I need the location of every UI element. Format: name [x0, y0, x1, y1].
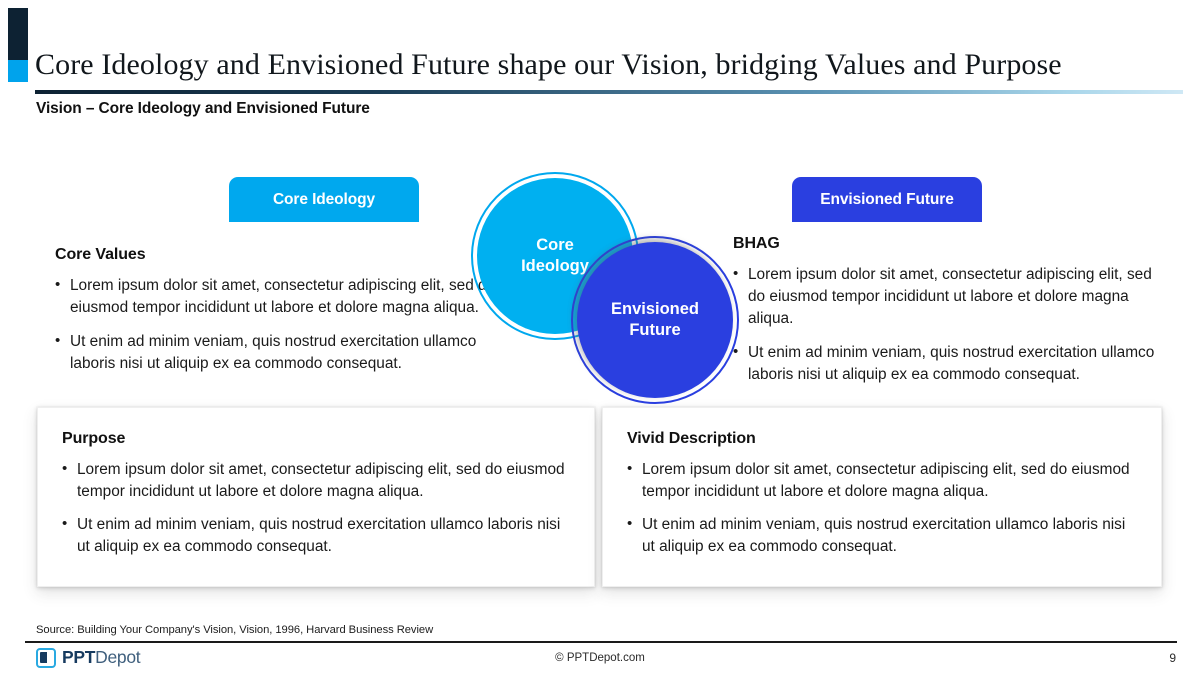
list-item: Lorem ipsum dolor sit amet, consectetur …	[733, 263, 1163, 330]
list-item: Ut enim ad minim veniam, quis nostrud ex…	[733, 341, 1163, 386]
vivid-description-heading: Vivid Description	[627, 430, 756, 447]
pptdepot-logo-text: PPTDepot	[62, 647, 141, 668]
header-accent-bar-cyan	[8, 60, 28, 82]
list-item: Lorem ipsum dolor sit amet, consectetur …	[62, 458, 570, 503]
pptdepot-logo-icon	[36, 647, 56, 668]
page-title: Core Ideology and Envisioned Future shap…	[35, 48, 1062, 81]
logo-text-bold: PPT	[62, 647, 96, 667]
source-note: Source: Building Your Company's Vision, …	[36, 624, 434, 636]
envisioned-future-circle-line2: Future	[629, 321, 681, 339]
label-envisioned-future: Envisioned Future	[792, 177, 982, 222]
list-item: Lorem ipsum dolor sit amet, consectetur …	[55, 274, 525, 319]
list-item: Ut enim ad minim veniam, quis nostrud ex…	[627, 513, 1137, 558]
core-ideology-circle-line1: Core	[536, 235, 574, 254]
core-values-list: Lorem ipsum dolor sit amet, consectetur …	[55, 274, 525, 375]
page-number: 9	[1169, 651, 1176, 665]
envisioned-future-circle-line1: Envisioned	[610, 299, 700, 318]
purpose-list: Lorem ipsum dolor sit amet, consectetur …	[62, 458, 570, 558]
section-bhag: BHAG Lorem ipsum dolor sit amet, consect…	[733, 235, 1163, 386]
card-purpose: Purpose Lorem ipsum dolor sit amet, cons…	[37, 407, 595, 587]
logo-text-normal: Depot	[95, 647, 141, 667]
core-ideology-circle-line2: Ideology	[521, 257, 589, 275]
bhag-heading: BHAG	[733, 235, 780, 252]
list-item: Ut enim ad minim veniam, quis nostrud ex…	[62, 513, 570, 558]
core-values-heading: Core Values	[55, 246, 146, 263]
copyright-text: © PPTDepot.com	[555, 652, 645, 664]
card-purpose-content: Purpose Lorem ipsum dolor sit amet, cons…	[38, 408, 594, 558]
list-item: Lorem ipsum dolor sit amet, consectetur …	[627, 458, 1137, 503]
pptdepot-logo[interactable]: PPTDepot	[36, 647, 141, 668]
list-item: Ut enim ad minim veniam, quis nostrud ex…	[55, 330, 525, 375]
footer-divider	[25, 641, 1177, 643]
vivid-description-list: Lorem ipsum dolor sit amet, consectetur …	[627, 458, 1137, 558]
bhag-list: Lorem ipsum dolor sit amet, consectetur …	[733, 263, 1163, 386]
section-core-values: Core Values Lorem ipsum dolor sit amet, …	[55, 246, 525, 375]
envisioned-future-circle: Envisioned Future	[577, 242, 733, 398]
card-vivid-description-content: Vivid Description Lorem ipsum dolor sit …	[603, 408, 1161, 558]
card-vivid-description: Vivid Description Lorem ipsum dolor sit …	[602, 407, 1162, 587]
label-core-ideology: Core Ideology	[229, 177, 419, 222]
title-divider	[35, 90, 1183, 94]
purpose-heading: Purpose	[62, 430, 126, 447]
page-subtitle: Vision – Core Ideology and Envisioned Fu…	[36, 100, 370, 117]
envisioned-future-circle-ring	[571, 236, 739, 404]
